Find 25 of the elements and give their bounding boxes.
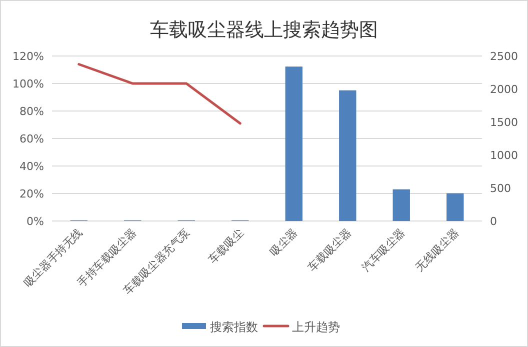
y2-tick-label: 500: [490, 182, 511, 195]
y2-tick-label: 2500: [490, 50, 518, 63]
y-tick-label: 40%: [20, 160, 44, 173]
legend-label: 搜索指数: [210, 320, 258, 334]
x-tick-label: 汽车吸尘器: [359, 226, 408, 274]
x-tick-label: 车载吸尘: [206, 226, 246, 266]
y-tick-label: 120%: [12, 50, 44, 63]
y-tick-label: 20%: [20, 188, 44, 200]
y2-tick-label: 2000: [490, 83, 518, 96]
x-tick-label: 无线吸尘器: [413, 226, 462, 274]
chart-title: 车载吸尘器线上搜索趋势图: [150, 19, 378, 41]
y-tick-label: 60%: [20, 132, 44, 146]
bar: [339, 90, 356, 221]
y-tick-label: 80%: [20, 105, 44, 118]
x-tick-label: 吸尘器: [267, 226, 300, 258]
bar: [392, 189, 410, 221]
legend-label: 上升趋势: [292, 320, 340, 334]
bar: [285, 66, 302, 221]
y-tick-label: 100%: [12, 78, 44, 90]
x-tick-label: 车载吸尘器: [306, 226, 354, 274]
bar: [446, 193, 464, 221]
y-tick-label: 0%: [26, 215, 44, 228]
y2-tick-label: 1000: [490, 149, 518, 162]
y2-tick-label: 0: [490, 215, 497, 228]
y2-tick-label: 1500: [490, 116, 518, 129]
